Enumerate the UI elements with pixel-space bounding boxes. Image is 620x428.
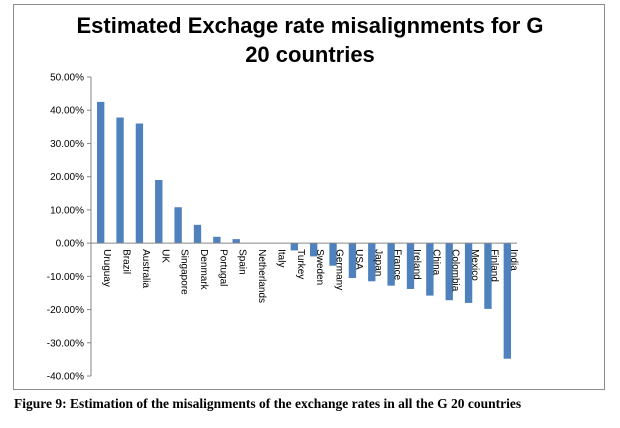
bar-ireland — [406, 243, 415, 289]
bar-turkey — [290, 243, 298, 251]
bar-spain — [232, 239, 240, 244]
y-tick-label: 20.00% — [50, 172, 84, 183]
category-label: Spain — [237, 249, 248, 275]
bar-china — [426, 243, 434, 296]
y-tick-label: -40.00% — [47, 372, 84, 383]
category-label: India — [508, 249, 519, 271]
bar-india — [503, 243, 511, 359]
y-tick-label: 50.00% — [50, 73, 84, 84]
y-tick-label: -10.00% — [47, 272, 84, 283]
category-label: Mexico — [469, 249, 480, 281]
figure-caption: Figure 9: Estimation of the misalignment… — [14, 396, 522, 411]
category-label: Uruguay — [101, 249, 112, 287]
bar-portugal — [213, 236, 221, 244]
y-tick-label: -20.00% — [47, 305, 84, 316]
bar-japan — [368, 243, 376, 282]
chart-title-line-2: 20 countries — [245, 42, 375, 67]
category-label: UK — [159, 249, 170, 263]
chart-title-line-1: Estimated Exchage rate misalignments for… — [76, 13, 544, 38]
category-label: Italy — [275, 249, 286, 267]
bar-australia — [135, 123, 144, 244]
category-label: Japan — [372, 249, 383, 276]
category-label: France — [392, 249, 403, 281]
bar-uk — [155, 179, 163, 244]
bar-germany — [329, 243, 337, 266]
category-label: Sweden — [314, 249, 325, 285]
category-label: Brazil — [121, 249, 132, 274]
category-label: China — [430, 249, 441, 276]
bar-colombia — [445, 243, 453, 301]
category-label: Turkey — [295, 249, 306, 279]
bar-sweden — [310, 243, 318, 257]
bar-finland — [484, 243, 492, 309]
bar-brazil — [116, 117, 124, 244]
bar-france — [387, 243, 395, 286]
bar-usa — [348, 243, 357, 278]
category-label: Netherlands — [256, 249, 267, 303]
bar-uruguay — [97, 101, 105, 244]
bar-mexico — [464, 243, 473, 303]
category-label: Singapore — [179, 249, 190, 295]
category-label: Finland — [488, 249, 499, 282]
y-tick-label: 10.00% — [50, 205, 84, 216]
category-label: USA — [353, 249, 364, 270]
category-label: Colombia — [450, 249, 461, 292]
category-label: Portugal — [217, 249, 228, 286]
y-tick-label: 30.00% — [50, 139, 84, 150]
category-label: Australia — [140, 249, 151, 288]
y-tick-label: -30.00% — [47, 338, 84, 349]
category-label: Ireland — [411, 249, 422, 280]
y-tick-label: 0.00% — [56, 239, 84, 250]
y-tick-label: 40.00% — [50, 106, 84, 117]
category-label: Germany — [334, 249, 345, 290]
category-label: Denmark — [198, 249, 209, 291]
bar-denmark — [193, 224, 202, 244]
bar-singapore — [174, 207, 182, 244]
